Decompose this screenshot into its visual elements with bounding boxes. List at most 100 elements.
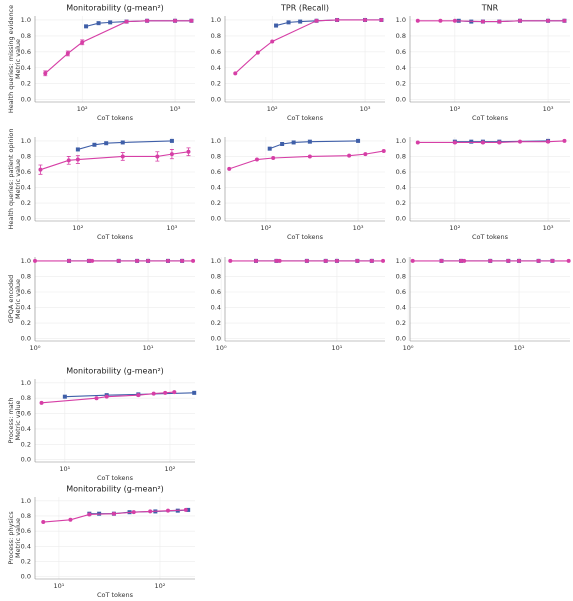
y-tick-label: 0.2 — [21, 80, 31, 88]
point — [75, 157, 80, 162]
y-tick-label: 0.2 — [396, 80, 406, 88]
y-tick-label: 0.2 — [211, 319, 221, 327]
point — [94, 396, 99, 401]
point — [355, 258, 360, 263]
x-tick-label: 10³ — [170, 105, 181, 113]
point — [304, 258, 309, 263]
point — [146, 258, 151, 263]
point — [173, 18, 178, 23]
point — [291, 140, 296, 145]
y-tick-label: 0.0 — [21, 573, 31, 581]
point — [363, 152, 368, 157]
point — [356, 138, 361, 143]
y-tick-label: 0.8 — [211, 152, 221, 160]
panel: 0.0 0.2 0.4 0.6 0.8 1.0 10² 10³ CoT tokens — [396, 137, 570, 241]
point — [334, 258, 339, 263]
point — [280, 142, 285, 146]
point — [286, 20, 291, 25]
x-tick-label: 10³ — [543, 224, 554, 232]
point — [111, 511, 116, 516]
point — [116, 258, 121, 263]
x-axis-label: CoT tokens — [97, 233, 134, 241]
x-axis-label: CoT tokens — [97, 474, 134, 482]
x-tick-label: 10³ — [166, 224, 177, 232]
point — [135, 258, 140, 263]
panel: 0.0 0.2 0.4 0.6 0.8 1.0 10² 10³ TPR (Recall) CoT … — [211, 4, 385, 122]
panel-title: TPR (Recall) — [280, 4, 329, 13]
y-tick-label: 0.6 — [396, 288, 406, 296]
y-tick-label: 0.6 — [21, 288, 31, 296]
series-line — [229, 150, 384, 170]
y-tick-label: 0.0 — [21, 96, 31, 104]
y-tick-label: 0.2 — [21, 440, 31, 448]
point — [163, 390, 168, 395]
point — [452, 140, 457, 145]
point — [562, 18, 567, 23]
point — [566, 258, 571, 263]
point — [96, 21, 101, 26]
x-tick-label: 10² — [165, 465, 176, 473]
panel: 0.0 0.2 0.4 0.6 0.8 1.0 10² 10³ CoT tokens Health… — [7, 129, 195, 241]
y-axis-label: Metric value — [14, 159, 22, 199]
y-tick-label: 0.8 — [396, 152, 406, 160]
y-tick-label: 0.4 — [21, 304, 31, 312]
series-line — [234, 19, 382, 74]
point — [169, 152, 174, 157]
y-tick-label: 0.4 — [21, 64, 31, 72]
point — [452, 18, 457, 23]
panel: 0.0 0.2 0.4 0.6 0.8 1.0 10² 10³ CoT tokens — [211, 137, 386, 241]
point — [120, 154, 125, 159]
point — [536, 258, 541, 263]
x-tick-label: 10² — [449, 105, 460, 113]
panel: 0.0 0.2 0.4 0.6 0.8 1.0 10⁰ 10¹ — [396, 257, 571, 352]
point — [39, 400, 44, 405]
point — [191, 258, 196, 263]
point — [410, 258, 415, 263]
y-tick-label: 0.4 — [211, 304, 221, 312]
y-tick-label: 0.4 — [21, 184, 31, 192]
point — [233, 71, 238, 76]
point — [62, 394, 67, 399]
y-axis-label: Process: physics — [7, 511, 15, 565]
x-axis-label: CoT tokens — [472, 114, 509, 122]
y-tick-label: 0.8 — [21, 32, 31, 40]
x-axis-label: CoT tokens — [287, 233, 324, 241]
point — [145, 18, 150, 23]
point — [415, 18, 420, 23]
y-tick-label: 0.6 — [396, 48, 406, 56]
point — [183, 507, 188, 512]
y-tick-label: 0.4 — [21, 542, 31, 550]
point — [546, 18, 551, 23]
panel: 0.0 0.2 0.4 0.6 0.8 1.0 10² 10³ Monitorability (… — [7, 4, 195, 122]
x-tick-label: 10¹ — [59, 465, 70, 473]
y-tick-label: 0.8 — [21, 394, 31, 402]
series-line — [44, 20, 192, 74]
y-axis-label: Health queries: missing evidence — [7, 5, 15, 113]
point — [506, 258, 511, 263]
point — [148, 509, 153, 514]
point — [169, 138, 174, 143]
point — [550, 258, 555, 263]
y-axis-label: Metric value — [14, 518, 22, 558]
y-tick-label: 0.0 — [396, 96, 406, 104]
y-tick-label: 1.0 — [21, 497, 31, 505]
point — [66, 158, 71, 163]
x-tick-label: 10² — [449, 224, 460, 232]
point — [323, 258, 328, 263]
point — [254, 157, 259, 162]
series-line — [40, 151, 189, 171]
y-tick-label: 0.0 — [396, 215, 406, 223]
y-axis-label: Metric value — [14, 39, 22, 79]
x-tick-label: 10² — [260, 224, 271, 232]
point — [33, 258, 37, 263]
point — [277, 258, 282, 263]
series-line — [43, 509, 186, 523]
y-tick-label: 0.8 — [21, 512, 31, 520]
point — [381, 258, 386, 263]
y-tick-label: 0.2 — [21, 199, 31, 207]
series-line — [417, 20, 565, 23]
y-tick-label: 0.4 — [396, 304, 406, 312]
y-tick-label: 0.2 — [21, 558, 31, 566]
y-axis-label: GPQA encoded — [7, 275, 15, 324]
